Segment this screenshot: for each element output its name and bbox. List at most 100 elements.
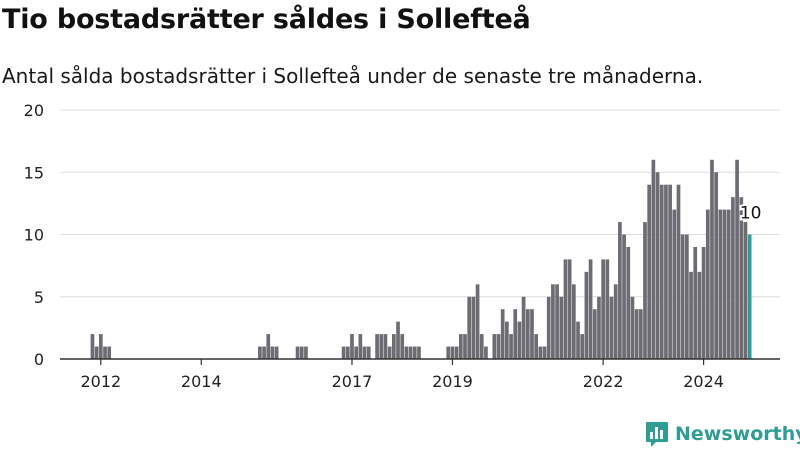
bar [588,259,593,359]
bar [618,222,622,359]
x-tick-label: 2017 [332,372,373,391]
bar [685,234,689,359]
bar [563,259,568,359]
bar [509,334,513,359]
bar [383,334,388,359]
bar [270,346,275,359]
bar [693,246,698,359]
bar [634,309,639,359]
bar [94,346,99,359]
x-tick-label: 2012 [80,372,121,391]
bar [358,334,363,359]
y-tick-label: 15 [24,163,44,182]
y-tick-label: 20 [24,101,44,120]
bar [366,346,371,359]
bar [546,296,551,359]
bar [714,172,719,359]
axes: 0 5 10 15 20 2012 2014 2017 2019 2022 2024 10 [24,101,780,391]
x-tick-label: 2019 [432,372,473,391]
bar [274,346,279,359]
bar [496,334,501,359]
bar [609,296,614,359]
bar [726,209,731,359]
bar [484,346,488,359]
bar [534,334,539,359]
bar [354,346,359,359]
bar [295,346,300,359]
bar [379,334,384,359]
newsworthy-logo[interactable]: Newsworthy [645,419,800,449]
y-tick-label: 5 [34,288,44,307]
bar [651,159,656,359]
bar [299,346,304,359]
bar [597,296,601,359]
bar [580,334,585,359]
bar [567,259,572,359]
bar [638,309,643,359]
bar [345,346,350,359]
bar [458,334,463,359]
bar [576,321,580,359]
bar-chart: 0 5 10 15 20 2012 2014 2017 2019 2022 2024 10 [24,101,780,391]
bar [521,296,526,359]
bar [701,246,706,359]
bar [538,346,543,359]
bar [475,284,480,359]
bar [555,284,559,359]
bar [304,346,308,359]
x-tick-label: 2024 [683,372,724,391]
bar [404,346,409,359]
bar [647,184,652,359]
bar [739,197,744,359]
bar [396,321,400,359]
bar [417,346,421,359]
bar [471,296,476,359]
bar [743,222,748,359]
bar [463,334,467,359]
bar [492,334,497,359]
bar [655,172,660,359]
bar [672,209,677,359]
bar [643,222,647,359]
bar [479,334,484,359]
bar [350,334,354,359]
bar [626,246,631,359]
bar [408,346,413,359]
bar [705,209,710,359]
bar [722,209,727,359]
bar [513,309,518,359]
bar [525,309,530,359]
bar [400,334,405,359]
bar [551,284,555,359]
bar [467,296,472,359]
bar [718,209,723,359]
bar [622,234,626,359]
bar [664,184,668,359]
bar [454,346,459,359]
bar [500,309,505,359]
bar [412,346,417,359]
bar [584,271,589,359]
bar [98,334,103,359]
bar [517,321,522,359]
bar [559,296,564,359]
bar [341,346,346,359]
bar-latest [747,234,752,359]
bar [446,346,451,359]
bars [90,159,752,359]
bar [450,346,455,359]
bar [362,346,367,359]
bar [103,346,107,359]
chart-subtitle: Antal sålda bostadsrätter i Sollefteå un… [2,64,704,88]
bar [530,309,534,359]
brand-name: Newsworthy [675,423,800,445]
y-tick-label: 0 [34,350,44,369]
newsworthy-icon [646,421,668,447]
bar [680,234,685,359]
bar [613,284,618,359]
bar [697,271,702,359]
bar [258,346,262,359]
bar [630,296,635,359]
bar [676,184,681,359]
bar [605,259,610,359]
